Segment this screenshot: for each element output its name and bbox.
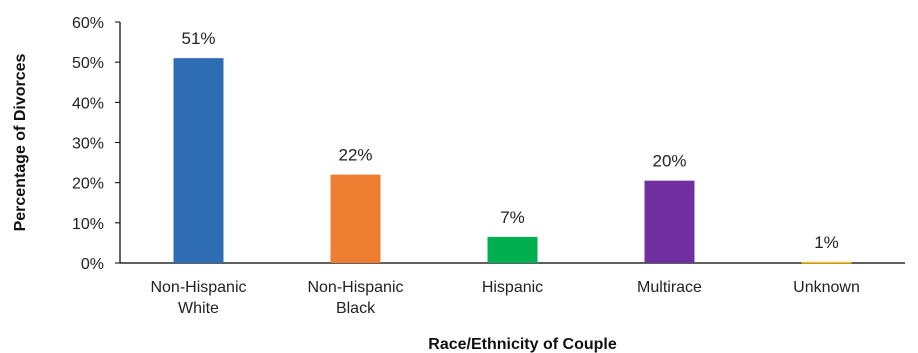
category-label-line: Hispanic (482, 279, 543, 296)
category-label: Non-Hispanic Black (307, 279, 403, 317)
bar (801, 261, 852, 264)
y-tick-label: 10% (72, 216, 104, 233)
category-label-line: Black (336, 300, 376, 317)
category-label: Hispanic (482, 279, 543, 296)
category-labels: Non-Hispanic White Non-Hispanic Black Hispan… (150, 279, 859, 317)
y-tick-label: 0% (81, 256, 104, 273)
y-axis-ticks: 0% 10% 20% 30% 40% 50% 60% (72, 15, 120, 273)
data-label: 51% (181, 29, 215, 48)
category-label-line: Unknown (793, 279, 860, 296)
category-label-line: White (178, 300, 219, 317)
bar (330, 174, 381, 263)
data-label: 7% (500, 208, 525, 227)
y-tick-label: 20% (72, 176, 104, 193)
category-label-line: Non-Hispanic (150, 279, 246, 296)
y-tick-label: 50% (72, 55, 104, 72)
x-axis-title: Race/Ethnicity of Couple (428, 336, 617, 353)
category-label: Multirace (637, 279, 702, 296)
data-label: 20% (652, 152, 686, 171)
data-label: 22% (338, 146, 372, 165)
y-tick-label: 60% (72, 15, 104, 32)
category-label: Unknown (793, 279, 860, 296)
y-tick-label: 40% (72, 95, 104, 112)
category-label-line: Multirace (637, 279, 702, 296)
category-label: Non-Hispanic White (150, 279, 246, 317)
y-tick-label: 30% (72, 136, 104, 153)
bars (173, 58, 852, 264)
y-axis-title: Percentage of Divorces (12, 53, 29, 231)
category-label-line: Non-Hispanic (307, 279, 403, 296)
bar (644, 180, 695, 263)
bar (173, 58, 224, 264)
data-labels: 51% 22% 7% 20% 1% (181, 29, 838, 252)
data-label: 1% (814, 233, 839, 252)
bar (487, 236, 538, 263)
